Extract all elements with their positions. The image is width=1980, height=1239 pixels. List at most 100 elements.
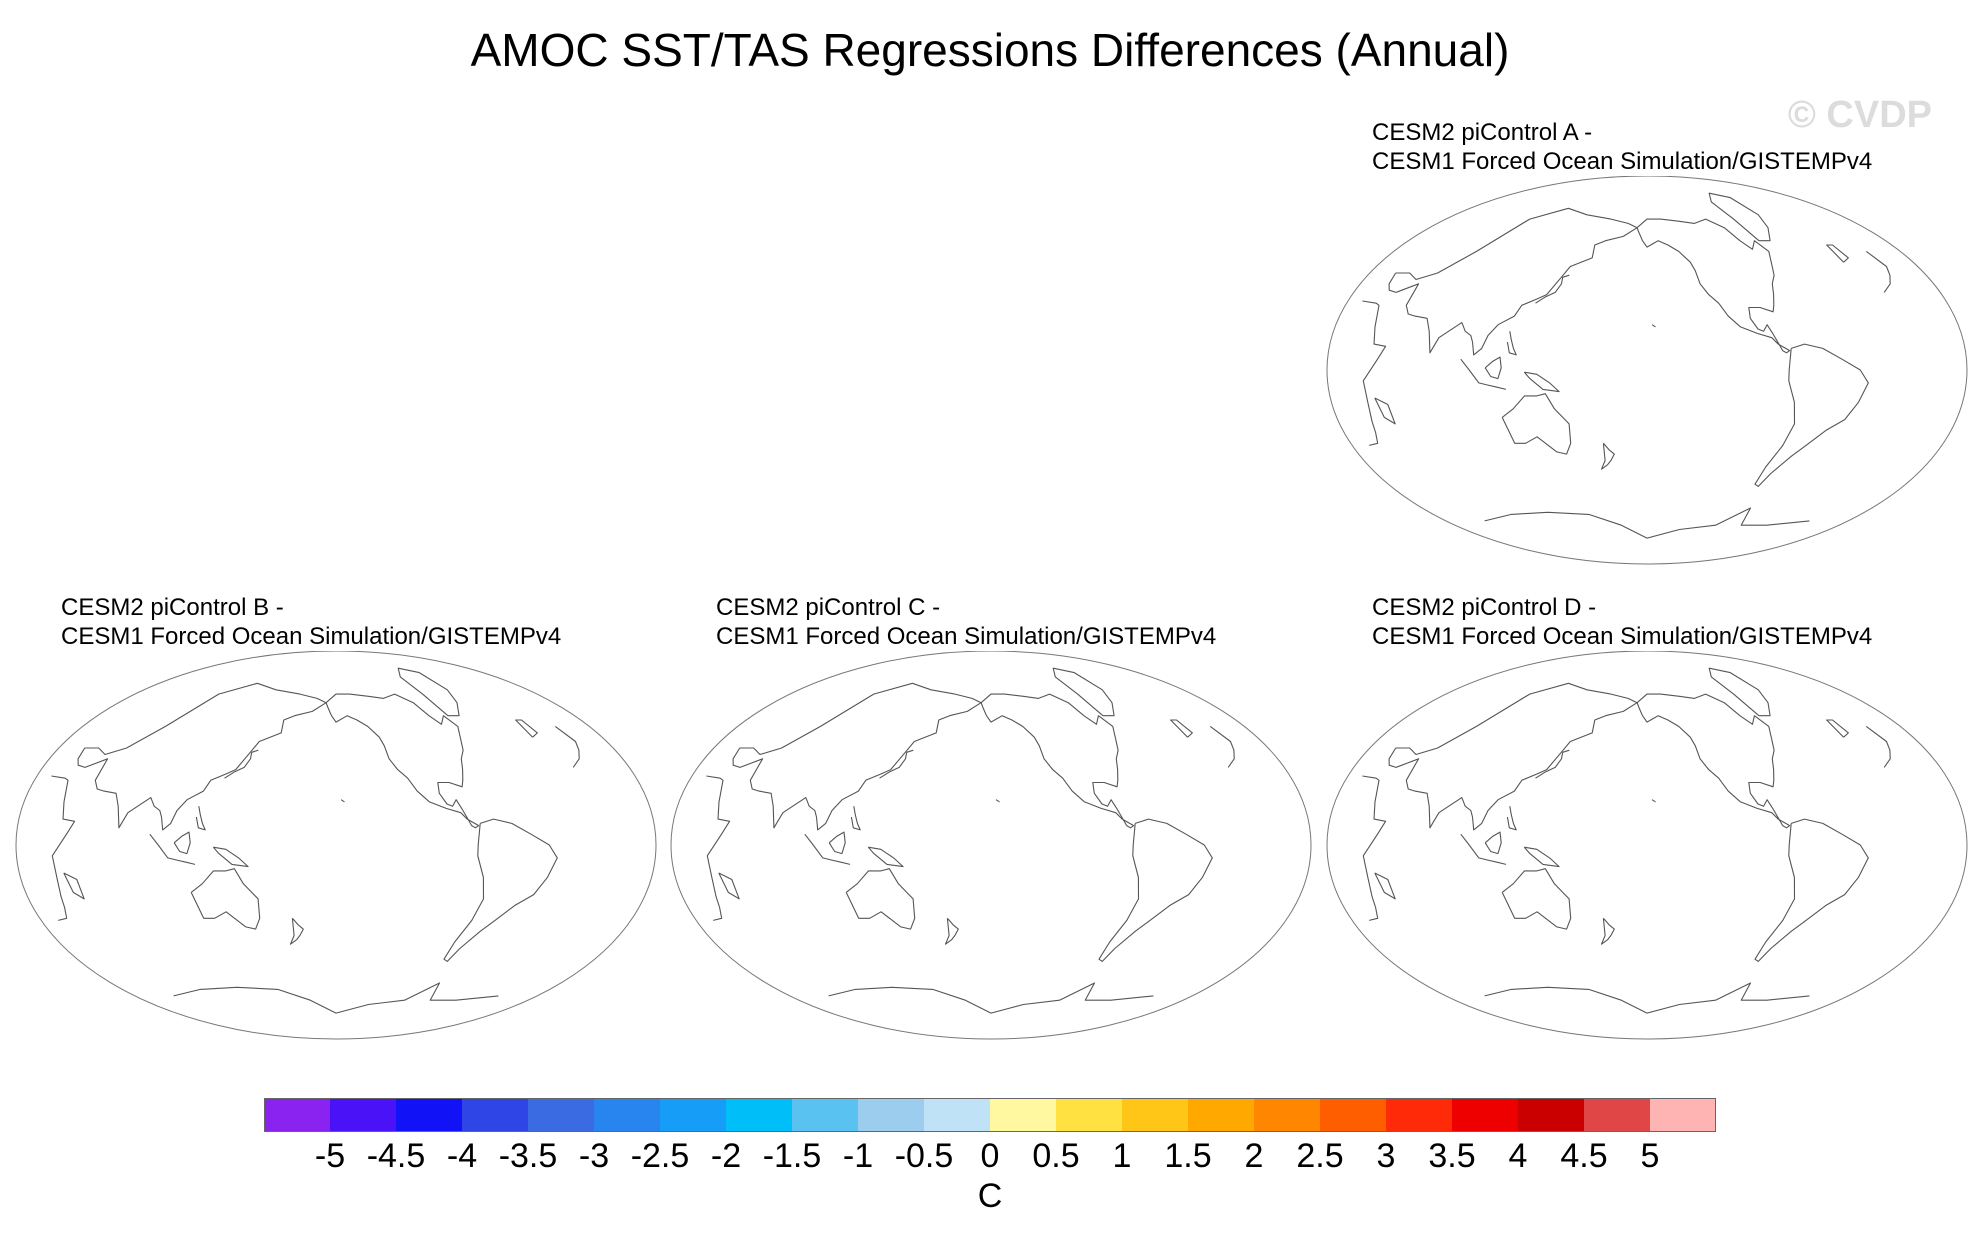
- coastline: [1535, 274, 1570, 304]
- colorbar-box: [1386, 1098, 1453, 1132]
- colorbar-tick-label: 5: [1640, 1137, 1660, 1175]
- coastline: [1388, 682, 1638, 831]
- coastline: [1708, 192, 1771, 242]
- coastline: [1826, 244, 1849, 263]
- colorbar-box: [1056, 1098, 1123, 1132]
- coastline: [944, 917, 959, 945]
- coastline: [1484, 831, 1502, 855]
- colorbar-tick-label: -2.5: [630, 1137, 690, 1175]
- coastline: [850, 806, 861, 831]
- coastline: [173, 982, 499, 1014]
- map-outline: [670, 651, 1312, 1040]
- coastline: [1374, 397, 1396, 425]
- coastline: [149, 833, 196, 865]
- coastline: [1600, 917, 1615, 945]
- coastline: [995, 799, 1000, 803]
- panel-a-line1: CESM2 piControl A -: [1372, 119, 1593, 146]
- colorbar-tick-label: -0.5: [894, 1137, 954, 1175]
- coastline: [1484, 356, 1502, 380]
- colorbar-box: [924, 1098, 991, 1132]
- cvdp-watermark: © CVDP: [1787, 94, 1932, 136]
- coastline: [1523, 846, 1560, 868]
- coastline: [1708, 667, 1771, 717]
- colorbar-tick-label: -5: [314, 1137, 346, 1175]
- panel-d-line1: CESM2 piControl D -: [1372, 594, 1597, 621]
- colorbar-units: C: [977, 1177, 1003, 1215]
- coastline: [1484, 507, 1810, 539]
- colorbar-labels: -5 -4.5 -4 -3.5 -3 -2.5 -2 -1.5 -1 -0.5 0 0.5 1 1.5 2 2…: [0, 1136, 1980, 1180]
- panel-d-line2: CESM1 Forced Ocean Simulation/GISTEMPv4: [1372, 623, 1873, 650]
- figure-title: AMOC SST/TAS Regressions Differences (An…: [470, 24, 1510, 76]
- panel-title-b: CESM2 piControl B - CESM1 Forced Ocean S…: [61, 593, 561, 651]
- colorbar-box: [990, 1098, 1057, 1132]
- coastline: [1826, 719, 1849, 738]
- coastline: [718, 872, 740, 900]
- coastline: [1501, 393, 1572, 455]
- coastline: [1460, 358, 1507, 390]
- coastline: [340, 799, 345, 803]
- map-outline: [1326, 176, 1968, 565]
- coastline: [63, 872, 85, 900]
- coastline: [804, 833, 851, 865]
- colorbar-tick-label: 4: [1508, 1137, 1528, 1175]
- map-panel-d: [1326, 651, 1968, 1040]
- coastline: [1460, 833, 1507, 865]
- coastline: [1523, 371, 1560, 393]
- coastline: [867, 846, 904, 868]
- coastline: [1506, 331, 1517, 356]
- coastline: [1484, 982, 1810, 1014]
- colorbar-tick-label: -1.5: [762, 1137, 822, 1175]
- coastline: [879, 749, 914, 779]
- colorbar-tick-label: -3: [578, 1137, 610, 1175]
- coastline: [845, 868, 916, 930]
- panel-title-c: CESM2 piControl C - CESM1 Forced Ocean S…: [716, 593, 1216, 651]
- map-outline: [1326, 651, 1968, 1040]
- coastline: [1170, 719, 1193, 738]
- colorbar-box: [594, 1098, 661, 1132]
- coastline: [1388, 207, 1638, 356]
- coastline: [1600, 442, 1615, 470]
- coastline: [1754, 818, 1869, 962]
- coastline: [1501, 868, 1572, 930]
- colorbar-tick-label: -4: [446, 1137, 478, 1175]
- panel-b-line2: CESM1 Forced Ocean Simulation/GISTEMPv4: [61, 623, 562, 650]
- coastline: [77, 682, 327, 831]
- colorbar-box: [858, 1098, 925, 1132]
- panel-c-line2: CESM1 Forced Ocean Simulation/GISTEMPv4: [716, 623, 1217, 650]
- coastline: [1636, 218, 1791, 354]
- coastline: [1052, 667, 1115, 717]
- colorbar-tick-label: 1.5: [1164, 1137, 1212, 1175]
- colorbar-box: [1452, 1098, 1519, 1132]
- coastline: [828, 831, 846, 855]
- coastline: [325, 693, 480, 829]
- colorbar-box: [1188, 1098, 1255, 1132]
- colorbar-box: [396, 1098, 463, 1132]
- colorbar-box: [528, 1098, 595, 1132]
- colorbar-tick-label: -1: [842, 1137, 874, 1175]
- colorbar-box: [264, 1098, 331, 1132]
- colorbar-box: [660, 1098, 727, 1132]
- panel-c-line1: CESM2 piControl C -: [716, 594, 941, 621]
- map-panel-a: [1326, 176, 1968, 565]
- coastline: [1535, 749, 1570, 779]
- coastline: [1865, 250, 1891, 293]
- colorbar-tick-label: -3.5: [498, 1137, 558, 1175]
- colorbar-box: [726, 1098, 793, 1132]
- colorbar-tick-label: 1: [1112, 1137, 1132, 1175]
- coastline: [1651, 799, 1656, 803]
- colorbar-box: [1518, 1098, 1585, 1132]
- coastline: [51, 775, 76, 921]
- colorbar-box: [792, 1098, 859, 1132]
- coastline: [195, 806, 206, 831]
- map-panel-c: [670, 651, 1312, 1040]
- panel-title-d: CESM2 piControl D - CESM1 Forced Ocean S…: [1372, 593, 1872, 651]
- coastline: [443, 818, 558, 962]
- panel-title-a: CESM2 piControl A - CESM1 Forced Ocean S…: [1372, 118, 1872, 176]
- panel-b-line1: CESM2 piControl B -: [61, 594, 284, 621]
- colorbar-tick-label: 4.5: [1560, 1137, 1608, 1175]
- coastline: [289, 917, 304, 945]
- colorbar-tick-label: 3: [1376, 1137, 1396, 1175]
- coastline: [173, 831, 191, 855]
- colorbar: [264, 1098, 1716, 1132]
- colorbar-box: [1320, 1098, 1387, 1132]
